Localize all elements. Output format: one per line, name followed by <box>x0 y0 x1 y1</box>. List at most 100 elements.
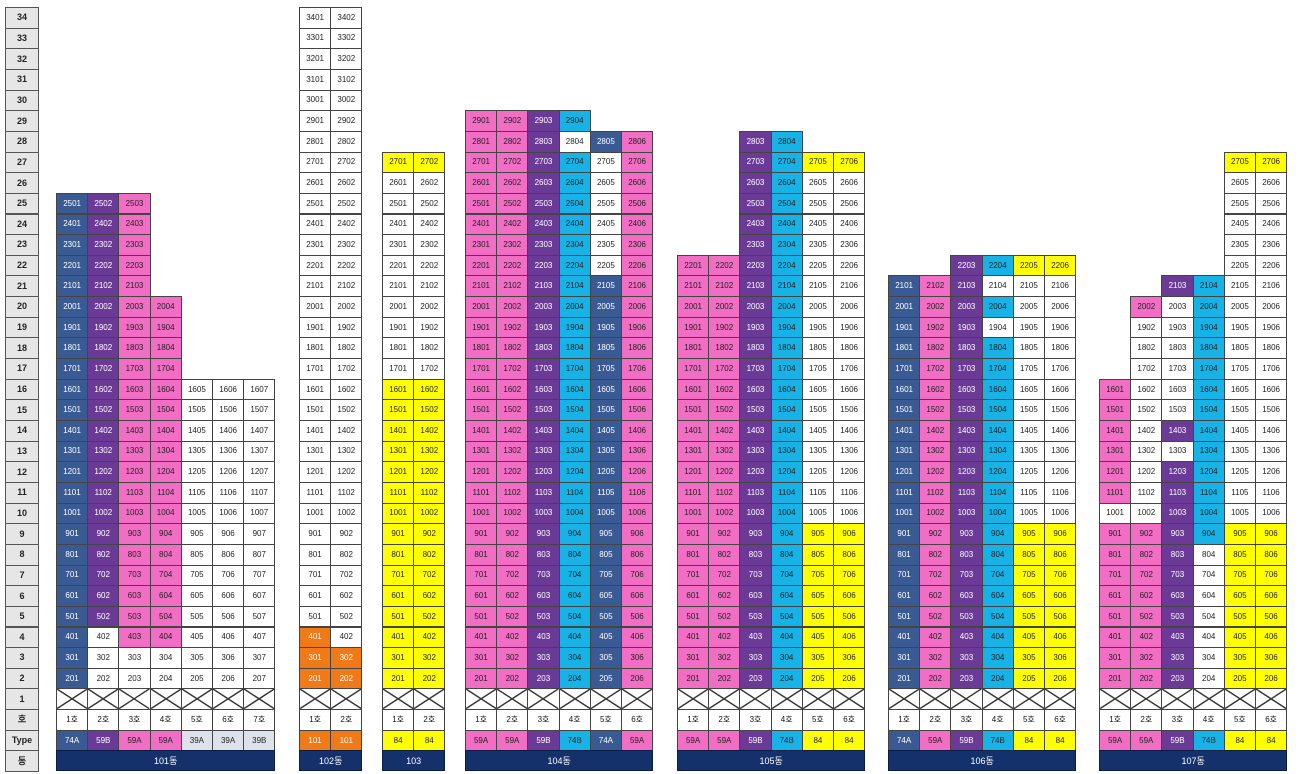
unit-cell: 801 <box>56 543 89 566</box>
unit-cell: 406 <box>621 626 654 649</box>
unit-cell: 2003 <box>739 296 772 318</box>
unit-cell: 1604 <box>981 378 1014 401</box>
unit-cell: 903 <box>527 523 560 545</box>
unit-cell: 204 <box>558 667 591 690</box>
unit-cell: 2202 <box>708 254 741 277</box>
unit-cell: 1502 <box>919 399 952 421</box>
unit-cell: 2201 <box>677 254 710 277</box>
unit-cell: 1902 <box>330 316 363 339</box>
no-unit-cross-icon <box>833 688 866 711</box>
unit-cell: 2304 <box>558 234 591 256</box>
ho-label: 6호 <box>1255 709 1288 731</box>
unit-cell: 1105 <box>180 481 213 504</box>
unit-cell: 705 <box>801 564 834 587</box>
unit-cell: 2405 <box>1223 213 1256 236</box>
unit-cell: 1306 <box>833 440 866 463</box>
unit-cell: 1904 <box>1192 316 1225 339</box>
unit-cell: 306 <box>1044 647 1077 669</box>
unit-type: 84 <box>413 729 446 752</box>
floor-label: 19 <box>5 316 39 339</box>
unit-cell: 702 <box>330 564 363 587</box>
unit-type: 84 <box>382 729 415 752</box>
no-unit-cross-icon <box>382 688 415 711</box>
floor-label: 28 <box>5 130 39 153</box>
unit-type: 84 <box>1044 729 1077 752</box>
unit-cell: 902 <box>87 523 120 545</box>
unit-cell: 2406 <box>833 213 866 236</box>
unit-cell: 1804 <box>770 337 803 360</box>
unit-cell: 1403 <box>527 420 560 442</box>
unit-cell: 2503 <box>527 192 560 215</box>
unit-cell: 806 <box>621 543 654 566</box>
unit-cell: 302 <box>413 647 446 669</box>
unit-cell: 2302 <box>413 234 446 256</box>
unit-cell: 3402 <box>330 7 363 29</box>
unit-cell: 805 <box>801 543 834 566</box>
unit-cell: 1102 <box>87 481 120 504</box>
unit-cell: 806 <box>1044 543 1077 566</box>
unit-cell: 401 <box>1099 626 1132 649</box>
unit-cell: 2205 <box>1223 254 1256 277</box>
unit-cell: 202 <box>919 667 952 690</box>
unit-cell: 604 <box>558 585 591 607</box>
no-unit-cross-icon <box>149 688 182 711</box>
unit-cell: 2004 <box>558 296 591 318</box>
unit-cell: 304 <box>981 647 1014 669</box>
unit-cell: 3001 <box>299 89 332 112</box>
unit-cell: 401 <box>888 626 921 649</box>
unit-cell: 2003 <box>950 296 983 318</box>
unit-cell: 2301 <box>56 234 89 256</box>
unit-cell: 2006 <box>1044 296 1077 318</box>
unit-cell: 1103 <box>950 481 983 504</box>
unit-cell: 1606 <box>833 378 866 401</box>
unit-cell: 407 <box>243 626 276 649</box>
building-name: 104동 <box>465 750 654 772</box>
unit-cell: 303 <box>1161 647 1194 669</box>
unit-cell: 206 <box>212 667 245 690</box>
unit-cell: 2101 <box>888 275 921 298</box>
unit-cell: 2104 <box>770 275 803 298</box>
unit-cell: 1603 <box>739 378 772 401</box>
unit-cell: 705 <box>1223 564 1256 587</box>
unit-cell: 1001 <box>677 502 710 525</box>
unit-cell: 2001 <box>465 296 498 318</box>
unit-cell: 803 <box>527 543 560 566</box>
no-unit-cross-icon <box>1223 688 1256 711</box>
unit-cell: 2802 <box>330 130 363 153</box>
unit-cell: 1006 <box>212 502 245 525</box>
unit-cell: 2502 <box>330 192 363 215</box>
unit-cell: 1202 <box>708 461 741 483</box>
unit-cell: 2201 <box>299 254 332 277</box>
ho-label: 2호 <box>413 709 446 731</box>
unit-cell: 2103 <box>950 275 983 298</box>
unit-cell: 205 <box>1223 667 1256 690</box>
unit-cell: 802 <box>87 543 120 566</box>
unit-cell: 1101 <box>299 481 332 504</box>
unit-cell: 2604 <box>558 172 591 194</box>
unit-cell: 2006 <box>621 296 654 318</box>
unit-cell: 1002 <box>330 502 363 525</box>
unit-cell: 1306 <box>1044 440 1077 463</box>
unit-type: 59A <box>118 729 151 752</box>
unit-cell: 1602 <box>496 378 529 401</box>
unit-cell: 302 <box>87 647 120 669</box>
unit-cell: 2505 <box>801 192 834 215</box>
unit-cell: 1806 <box>1044 337 1077 360</box>
unit-cell: 2405 <box>589 213 622 236</box>
unit-cell: 1003 <box>950 502 983 525</box>
unit-cell: 1701 <box>465 358 498 380</box>
unit-cell: 2302 <box>496 234 529 256</box>
floor-label: 24 <box>5 213 39 236</box>
unit-cell: 1601 <box>1099 378 1132 401</box>
unit-cell: 705 <box>1012 564 1045 587</box>
unit-cell: 1603 <box>950 378 983 401</box>
unit-cell: 2506 <box>621 192 654 215</box>
unit-cell: 906 <box>621 523 654 545</box>
unit-cell: 2103 <box>118 275 151 298</box>
unit-cell: 1405 <box>1012 420 1045 442</box>
unit-cell: 902 <box>708 523 741 545</box>
unit-cell: 2305 <box>1223 234 1256 256</box>
unit-cell: 2202 <box>496 254 529 277</box>
unit-cell: 1405 <box>1223 420 1256 442</box>
unit-cell: 402 <box>1130 626 1163 649</box>
